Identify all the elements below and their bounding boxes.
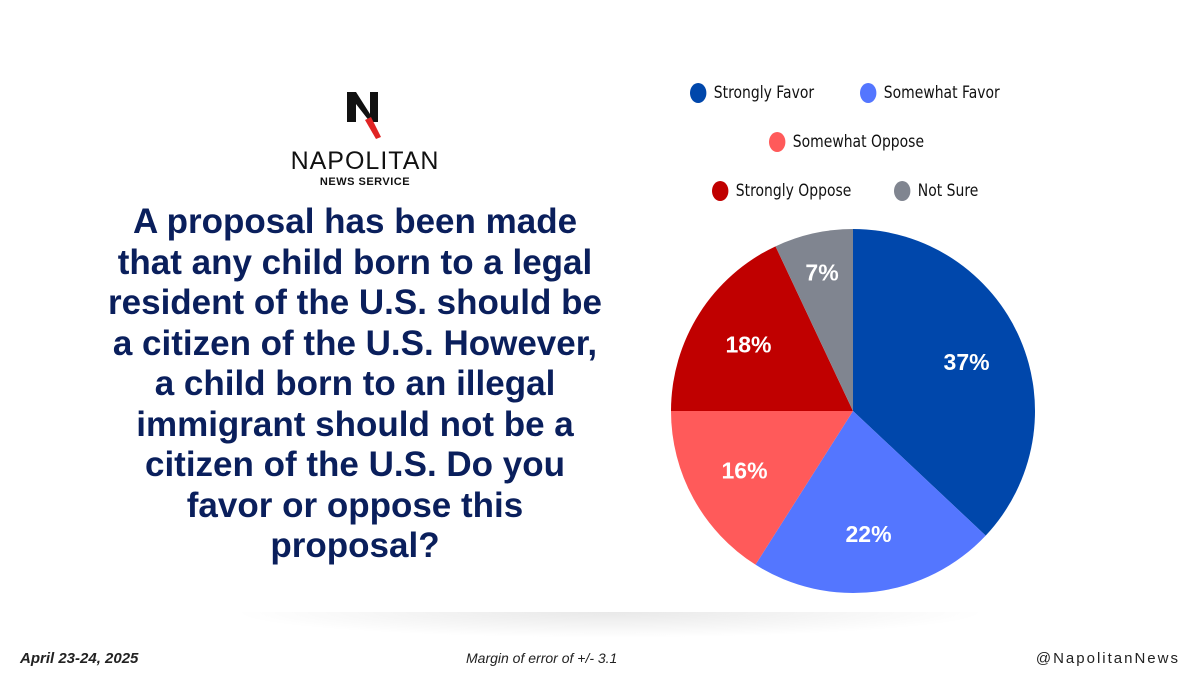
- shadow-decoration: [230, 612, 990, 638]
- legend-swatch: [690, 83, 707, 103]
- data-label: 7%: [805, 259, 838, 285]
- social-handle: @NapolitanNews: [1035, 650, 1180, 667]
- legend-item-somewhat-favor: Somewhat Favor: [860, 83, 1000, 103]
- legend-label: Strongly Favor: [713, 83, 815, 103]
- poll-question: A proposal has been made that any child …: [108, 202, 602, 565]
- legend-swatch: [769, 132, 786, 152]
- logo-subtitle: NEWS SERVICE: [319, 176, 411, 188]
- margin-of-error: Margin of error of +/- 3.1: [466, 650, 618, 666]
- legend-label: Strongly Oppose: [735, 181, 852, 201]
- n-logo-icon: [347, 92, 381, 139]
- legend-label: Somewhat Oppose: [792, 132, 925, 152]
- pie-slice-somewhat-favor: [755, 411, 986, 593]
- legend-swatch: [712, 181, 729, 201]
- napolitan-logo: NAPOLITAN NEWS SERVICE: [290, 90, 440, 188]
- legend-item-not-sure: Not Sure: [894, 181, 978, 201]
- legend-label: Somewhat Favor: [883, 83, 1000, 103]
- pie-slice-strongly-oppose: [671, 246, 853, 411]
- legend-item-strongly-oppose: Strongly Oppose: [712, 181, 851, 201]
- logo-brand: NAPOLITAN: [290, 147, 440, 175]
- poll-date: April 23-24, 2025: [20, 650, 139, 667]
- data-label: 18%: [725, 332, 771, 358]
- data-label: 37%: [944, 349, 990, 375]
- data-label: 16%: [722, 458, 768, 484]
- pie-slice-somewhat-oppose: [671, 411, 853, 565]
- legend-item-somewhat-oppose: Somewhat Oppose: [769, 132, 924, 152]
- legend-label: Not Sure: [917, 181, 979, 201]
- legend-swatch: [894, 181, 911, 201]
- pie-slice-not-sure: [775, 229, 853, 411]
- pie-slice-strongly-favor: [853, 229, 1035, 536]
- legend-swatch: [860, 83, 877, 103]
- data-label: 22%: [845, 521, 891, 547]
- legend-item-strongly-favor: Strongly Favor: [690, 83, 814, 103]
